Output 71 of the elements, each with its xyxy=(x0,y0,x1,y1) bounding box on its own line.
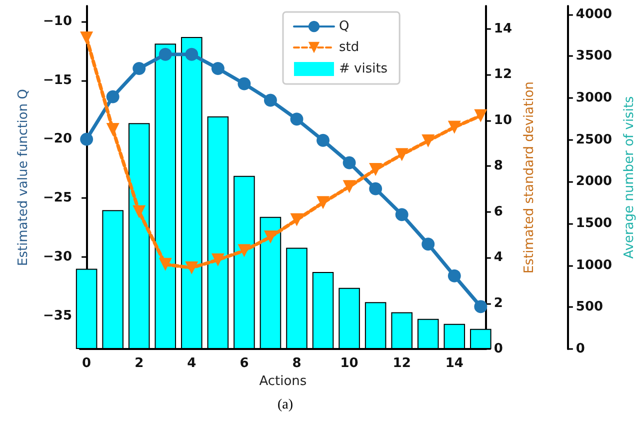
y3-tick-label: 4000 xyxy=(576,6,612,22)
point xyxy=(185,48,198,61)
point xyxy=(342,180,356,194)
y-axis-title: Estimated value function Q xyxy=(16,89,31,266)
point xyxy=(316,196,330,210)
y-tick-label: −25 xyxy=(43,190,72,206)
point xyxy=(290,112,304,126)
point xyxy=(369,162,382,176)
point xyxy=(316,134,330,147)
point xyxy=(238,77,251,90)
x-tick-label: 6 xyxy=(240,356,249,371)
point xyxy=(158,48,172,61)
point xyxy=(395,148,408,162)
point xyxy=(106,122,120,136)
point xyxy=(158,258,172,271)
y3-axis-title: Average number of visits xyxy=(622,96,637,259)
y-tick-label: −10 xyxy=(43,14,72,29)
point xyxy=(132,205,146,218)
y2-tick-label: 6 xyxy=(494,204,503,220)
y3-tick-label: 3500 xyxy=(576,48,612,64)
y3-tick-label: 1000 xyxy=(576,258,612,273)
y3-tick-label: 3000 xyxy=(576,90,612,106)
x-tick-label: 10 xyxy=(340,356,358,371)
point xyxy=(106,90,120,104)
point xyxy=(185,261,198,274)
y2-tick-label: 4 xyxy=(494,250,503,266)
point xyxy=(264,94,277,107)
point xyxy=(211,253,224,266)
point xyxy=(422,238,435,251)
x-axis-title: Actions xyxy=(259,374,307,389)
point xyxy=(474,109,488,122)
point xyxy=(80,132,94,146)
point xyxy=(422,134,435,148)
point xyxy=(290,213,304,226)
legend-label: std xyxy=(339,40,360,55)
y-tick-label: −35 xyxy=(43,308,72,324)
y2-tick-label: 12 xyxy=(494,67,512,82)
x-tick-label: 8 xyxy=(292,356,302,371)
point xyxy=(448,269,461,282)
x-tick-label: 4 xyxy=(187,356,196,371)
y2-tick-label: 8 xyxy=(494,158,503,174)
y3-tick-label: 0 xyxy=(576,342,585,356)
y2-tick-label: 2 xyxy=(494,296,503,311)
point xyxy=(395,208,408,222)
x-tick-label: 14 xyxy=(445,356,464,371)
point xyxy=(238,244,251,258)
y-tick-label: −15 xyxy=(43,72,72,88)
point xyxy=(342,156,356,170)
y2-axis-title: Estimated standard deviation xyxy=(522,81,537,274)
text: (a) xyxy=(278,398,294,412)
y2-tick-label: 10 xyxy=(494,112,512,128)
point xyxy=(474,300,488,314)
y-tick-label: −20 xyxy=(43,132,72,147)
point xyxy=(369,182,382,196)
point xyxy=(211,62,224,75)
y3-tick-label: 2000 xyxy=(576,174,612,190)
y3-tick-label: 500 xyxy=(576,300,604,315)
y2-tick-label: 0 xyxy=(494,342,503,356)
legend-label: Q xyxy=(339,19,350,34)
point xyxy=(448,120,461,134)
x-tick-label: 0 xyxy=(82,356,92,371)
x-tick-label: 2 xyxy=(134,356,144,371)
y3-tick-label: 1500 xyxy=(576,216,612,232)
point xyxy=(132,62,146,75)
y2-tick-label: 14 xyxy=(494,21,512,36)
x-tick-label: 12 xyxy=(392,356,411,371)
point xyxy=(264,230,277,244)
y3-tick-label: 2500 xyxy=(576,132,612,148)
point xyxy=(80,32,94,45)
legend-label: # visits xyxy=(339,62,388,76)
y-tick-label: −30 xyxy=(43,250,72,265)
